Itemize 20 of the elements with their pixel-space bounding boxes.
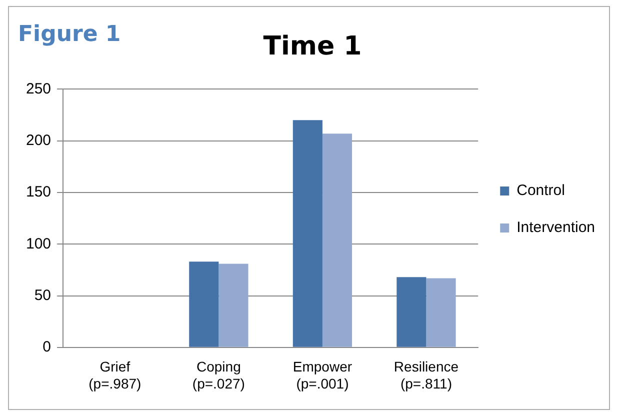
bar [426, 278, 456, 347]
bar [292, 120, 322, 347]
y-tick-label: 100 [26, 235, 52, 252]
y-tick-label: 150 [26, 184, 52, 201]
bar [396, 277, 426, 347]
x-tick-label: Grief (p=.987) [88, 358, 142, 392]
y-tick-label: 0 [42, 338, 52, 356]
x-tick-label: Resilience (p=.811) [394, 358, 459, 392]
y-tick-label: 250 [26, 80, 52, 98]
chart-title: Time 1 [263, 31, 362, 62]
x-tick-label: Empower (p=.001) [292, 358, 352, 392]
bar [322, 134, 352, 347]
legend-label: Control [516, 182, 565, 200]
y-tick-label: 50 [34, 286, 52, 304]
bar [189, 262, 219, 347]
x-tick-label: Coping (p=.027) [192, 358, 245, 392]
y-tick-label: 200 [26, 132, 52, 149]
caption: Figure 1 [18, 22, 121, 47]
bar [218, 264, 248, 347]
legend-label: Intervention [516, 219, 596, 236]
